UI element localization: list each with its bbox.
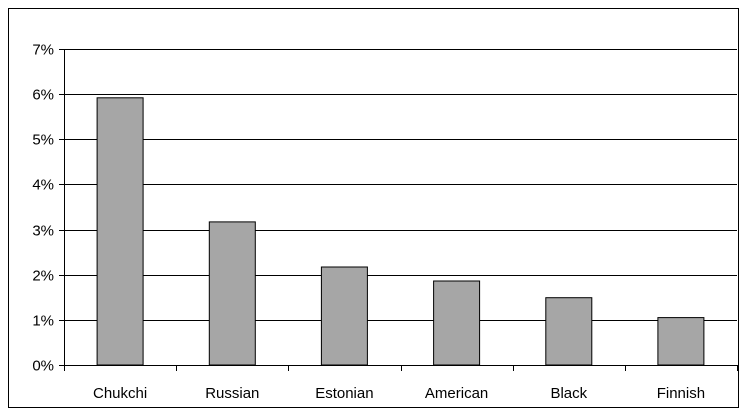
y-tick-label: 5% [32, 132, 54, 149]
x-tick-labels: Chukchi Russian Estonian American Black Finni… [93, 385, 705, 402]
y-tick-label: 0% [32, 358, 54, 375]
y-tick-label: 3% [32, 223, 54, 240]
x-tick-label: Estonian [315, 385, 373, 402]
y-tick-labels: 0% 1% 2% 3% 4% 5% 6% 7% [32, 42, 54, 375]
x-tick-label: Russian [205, 385, 259, 402]
bar-black [545, 297, 593, 366]
axes [59, 49, 738, 371]
y-tick-label: 7% [32, 42, 54, 59]
x-tick-label: American [425, 385, 488, 402]
y-tick-label: 4% [32, 177, 54, 194]
bar-chukchi [96, 97, 144, 366]
y-tick-label: 2% [32, 268, 54, 285]
y-tick-label: 6% [32, 87, 54, 104]
x-tick-label: Finnish [657, 385, 705, 402]
x-tick-label: Black [550, 385, 587, 402]
x-tick-label: Chukchi [93, 385, 147, 402]
bar-estonian [320, 266, 368, 366]
y-tick-label: 1% [32, 313, 54, 330]
bar-russian [208, 221, 256, 366]
bars [96, 97, 705, 366]
bar-finnish [657, 317, 705, 366]
bar-american [433, 280, 481, 366]
gridlines [64, 49, 737, 321]
